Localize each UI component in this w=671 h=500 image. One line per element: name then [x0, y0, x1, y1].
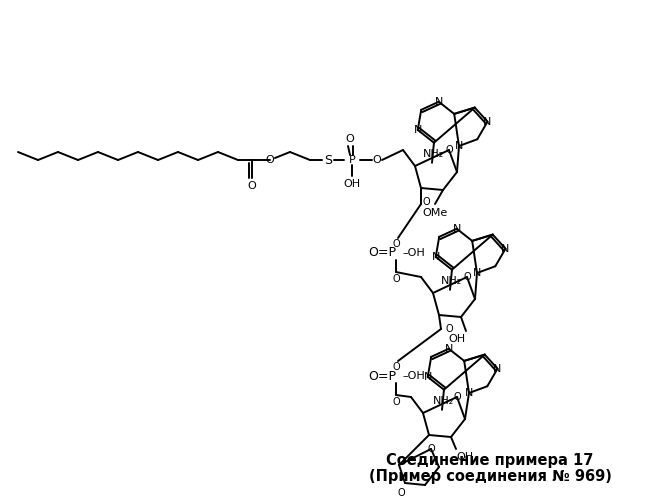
Text: N: N: [423, 372, 432, 382]
Text: Соединение примера 17: Соединение примера 17: [386, 452, 594, 468]
Text: O: O: [248, 181, 256, 191]
Text: O=P: O=P: [368, 370, 396, 382]
Text: OH: OH: [456, 452, 474, 462]
Text: N: N: [465, 388, 473, 398]
Text: –OH: –OH: [402, 371, 425, 381]
Text: O: O: [445, 145, 453, 155]
Text: O=P: O=P: [368, 246, 396, 260]
Text: O: O: [397, 488, 405, 498]
Text: N: N: [431, 252, 440, 262]
Text: N: N: [413, 125, 422, 135]
Text: N: N: [435, 97, 443, 107]
Text: N: N: [501, 244, 510, 254]
Text: P: P: [349, 155, 356, 165]
Text: O: O: [266, 155, 274, 165]
Text: O: O: [372, 155, 381, 165]
Text: N: N: [455, 141, 463, 151]
Text: NH₂: NH₂: [442, 276, 462, 286]
Text: OMe: OMe: [422, 208, 448, 218]
Text: N: N: [452, 224, 461, 234]
Text: O: O: [463, 272, 471, 282]
Text: N: N: [445, 344, 453, 354]
Text: OH: OH: [448, 334, 466, 344]
Text: N: N: [493, 364, 502, 374]
Text: O: O: [453, 392, 461, 402]
Text: OH: OH: [344, 179, 360, 189]
Text: O: O: [392, 274, 400, 284]
Text: O: O: [427, 444, 435, 454]
Text: O: O: [422, 197, 430, 207]
Text: O: O: [392, 397, 400, 407]
Text: O: O: [392, 239, 400, 249]
Text: O: O: [392, 362, 400, 372]
Text: O: O: [346, 134, 354, 144]
Text: (Пример соединения № 969): (Пример соединения № 969): [368, 468, 611, 483]
Text: N: N: [473, 268, 481, 278]
Text: N: N: [483, 116, 492, 126]
Text: –OH: –OH: [402, 248, 425, 258]
Text: S: S: [324, 154, 332, 166]
Text: NH₂: NH₂: [433, 396, 455, 406]
Text: NH₂: NH₂: [423, 149, 445, 159]
Text: O: O: [445, 324, 453, 334]
